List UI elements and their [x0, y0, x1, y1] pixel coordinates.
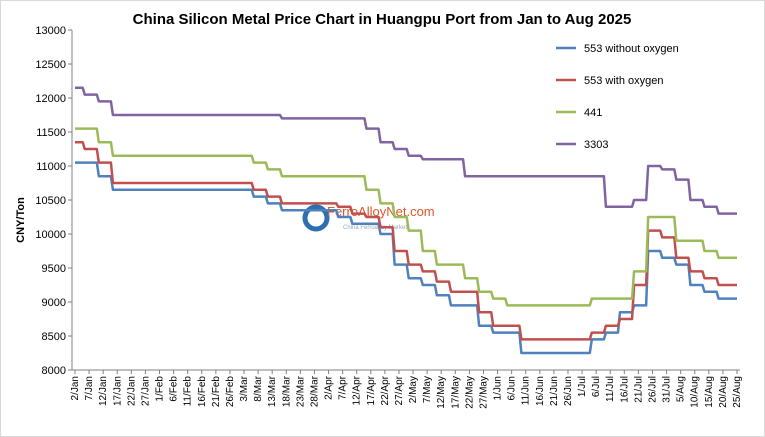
x-tick-label: 10/Aug: [690, 376, 701, 408]
x-tick-label: 16/Jun: [535, 376, 546, 406]
x-tick-label: 12/Jan: [98, 376, 109, 406]
x-tick-label: 6/Feb: [169, 376, 180, 402]
x-tick-label: 26/Feb: [225, 376, 236, 408]
y-tick-label: 12500: [35, 59, 66, 71]
x-tick-label: 17/May: [450, 376, 461, 409]
x-tick-label: 6/Jul: [591, 376, 602, 397]
x-tick-label: 22/Jan: [126, 376, 137, 406]
legend-label: 553 with oxygen: [584, 75, 664, 87]
x-tick-label: 15/Aug: [704, 376, 715, 408]
y-tick-label: 10500: [35, 195, 66, 207]
series-line-3: [75, 86, 737, 215]
x-tick-label: 20/Aug: [718, 376, 729, 408]
x-tick-label: 3/Mar: [239, 375, 250, 401]
y-tick-label: 11000: [36, 161, 66, 173]
x-tick-label: 27/Apr: [394, 375, 405, 405]
x-tick-label: 18/Mar: [281, 375, 292, 407]
x-tick-label: 13/Mar: [267, 375, 278, 407]
x-tick-label: 12/Apr: [352, 375, 363, 405]
x-tick-label: 25/Aug: [732, 376, 743, 408]
x-tick-label: 6/Jun: [507, 376, 518, 400]
x-tick-label: 11/Jul: [605, 376, 616, 402]
series-line-2: [75, 127, 737, 307]
watermark: FerroAlloyNet.com China Ferroalloy Marke…: [302, 204, 435, 232]
x-tick-label: 7/Jan: [84, 376, 95, 400]
x-tick-label: 5/Aug: [676, 376, 687, 402]
x-tick-label: 17/Jan: [112, 376, 123, 406]
legend: 553 without oxygen 553 with oxygen 441 3303: [556, 43, 679, 151]
x-tick-label: 22/Apr: [380, 375, 391, 405]
x-tick-label: 2/Apr: [324, 375, 335, 400]
y-tick-label: 8000: [42, 365, 66, 377]
x-tick-label: 12/May: [436, 376, 447, 409]
x-tick-label: 28/Mar: [309, 375, 320, 407]
x-tick-label: 22/May: [464, 376, 475, 409]
y-tick-label: 11500: [36, 127, 66, 139]
x-tick-label: 7/May: [422, 376, 433, 403]
x-tick-label: 2/Jan: [70, 376, 81, 400]
watermark-logo-icon: [302, 204, 330, 232]
x-tick-label: 27/May: [478, 376, 489, 409]
x-tick-label: 27/Jan: [140, 376, 151, 406]
legend-label: 553 without oxygen: [584, 43, 679, 55]
x-tick-label: 16/Jul: [619, 376, 630, 403]
y-tick-label: 9500: [42, 263, 66, 275]
x-tick-label: 26/Jul: [647, 376, 658, 403]
y-tick-label: 13000: [35, 25, 66, 37]
x-tick-label: 16/Feb: [197, 376, 208, 408]
x-tick-label: 21/Feb: [211, 376, 222, 408]
x-tick-label: 2/May: [408, 376, 419, 403]
series-line-0: [75, 161, 737, 355]
y-tick-label: 12000: [35, 93, 66, 105]
x-tick-label: 11/Jun: [521, 376, 532, 405]
x-tick-label: 7/Apr: [338, 375, 349, 400]
x-tick-label: 17/Apr: [366, 375, 377, 405]
legend-label: 3303: [584, 139, 608, 151]
y-tick-label: 9000: [42, 297, 66, 309]
series-line-1: [75, 140, 737, 341]
x-tick-label: 1/Jul: [577, 376, 588, 397]
x-tick-label: 21/Jun: [549, 376, 560, 406]
legend-label: 441: [584, 107, 602, 119]
x-tick-label: 26/Jun: [563, 376, 574, 406]
axes: 8000 8500 9000 9500 10000 10500 11000 11500 1200…: [35, 25, 743, 409]
series-lines: [75, 86, 737, 355]
y-tick-label: 8500: [42, 331, 66, 343]
chart-title: China Silicon Metal Price Chart in Huang…: [133, 11, 632, 28]
x-tick-label: 31/Jul: [662, 376, 673, 403]
x-tick-label: 1/Feb: [155, 376, 166, 402]
x-tick-label: 11/Feb: [183, 376, 194, 407]
x-tick-label: 8/Mar: [253, 375, 264, 401]
x-tick-label: 21/Jul: [633, 376, 644, 403]
y-tick-label: 10000: [35, 229, 66, 241]
x-tick-label: 1/Jun: [493, 376, 504, 400]
watermark-subtitle: China Ferroalloy Market: [343, 225, 407, 231]
y-axis-label: CNY/Ton: [15, 197, 27, 243]
watermark-title: FerroAlloyNet.com: [327, 204, 435, 219]
x-tick-label: 23/Mar: [295, 375, 306, 407]
